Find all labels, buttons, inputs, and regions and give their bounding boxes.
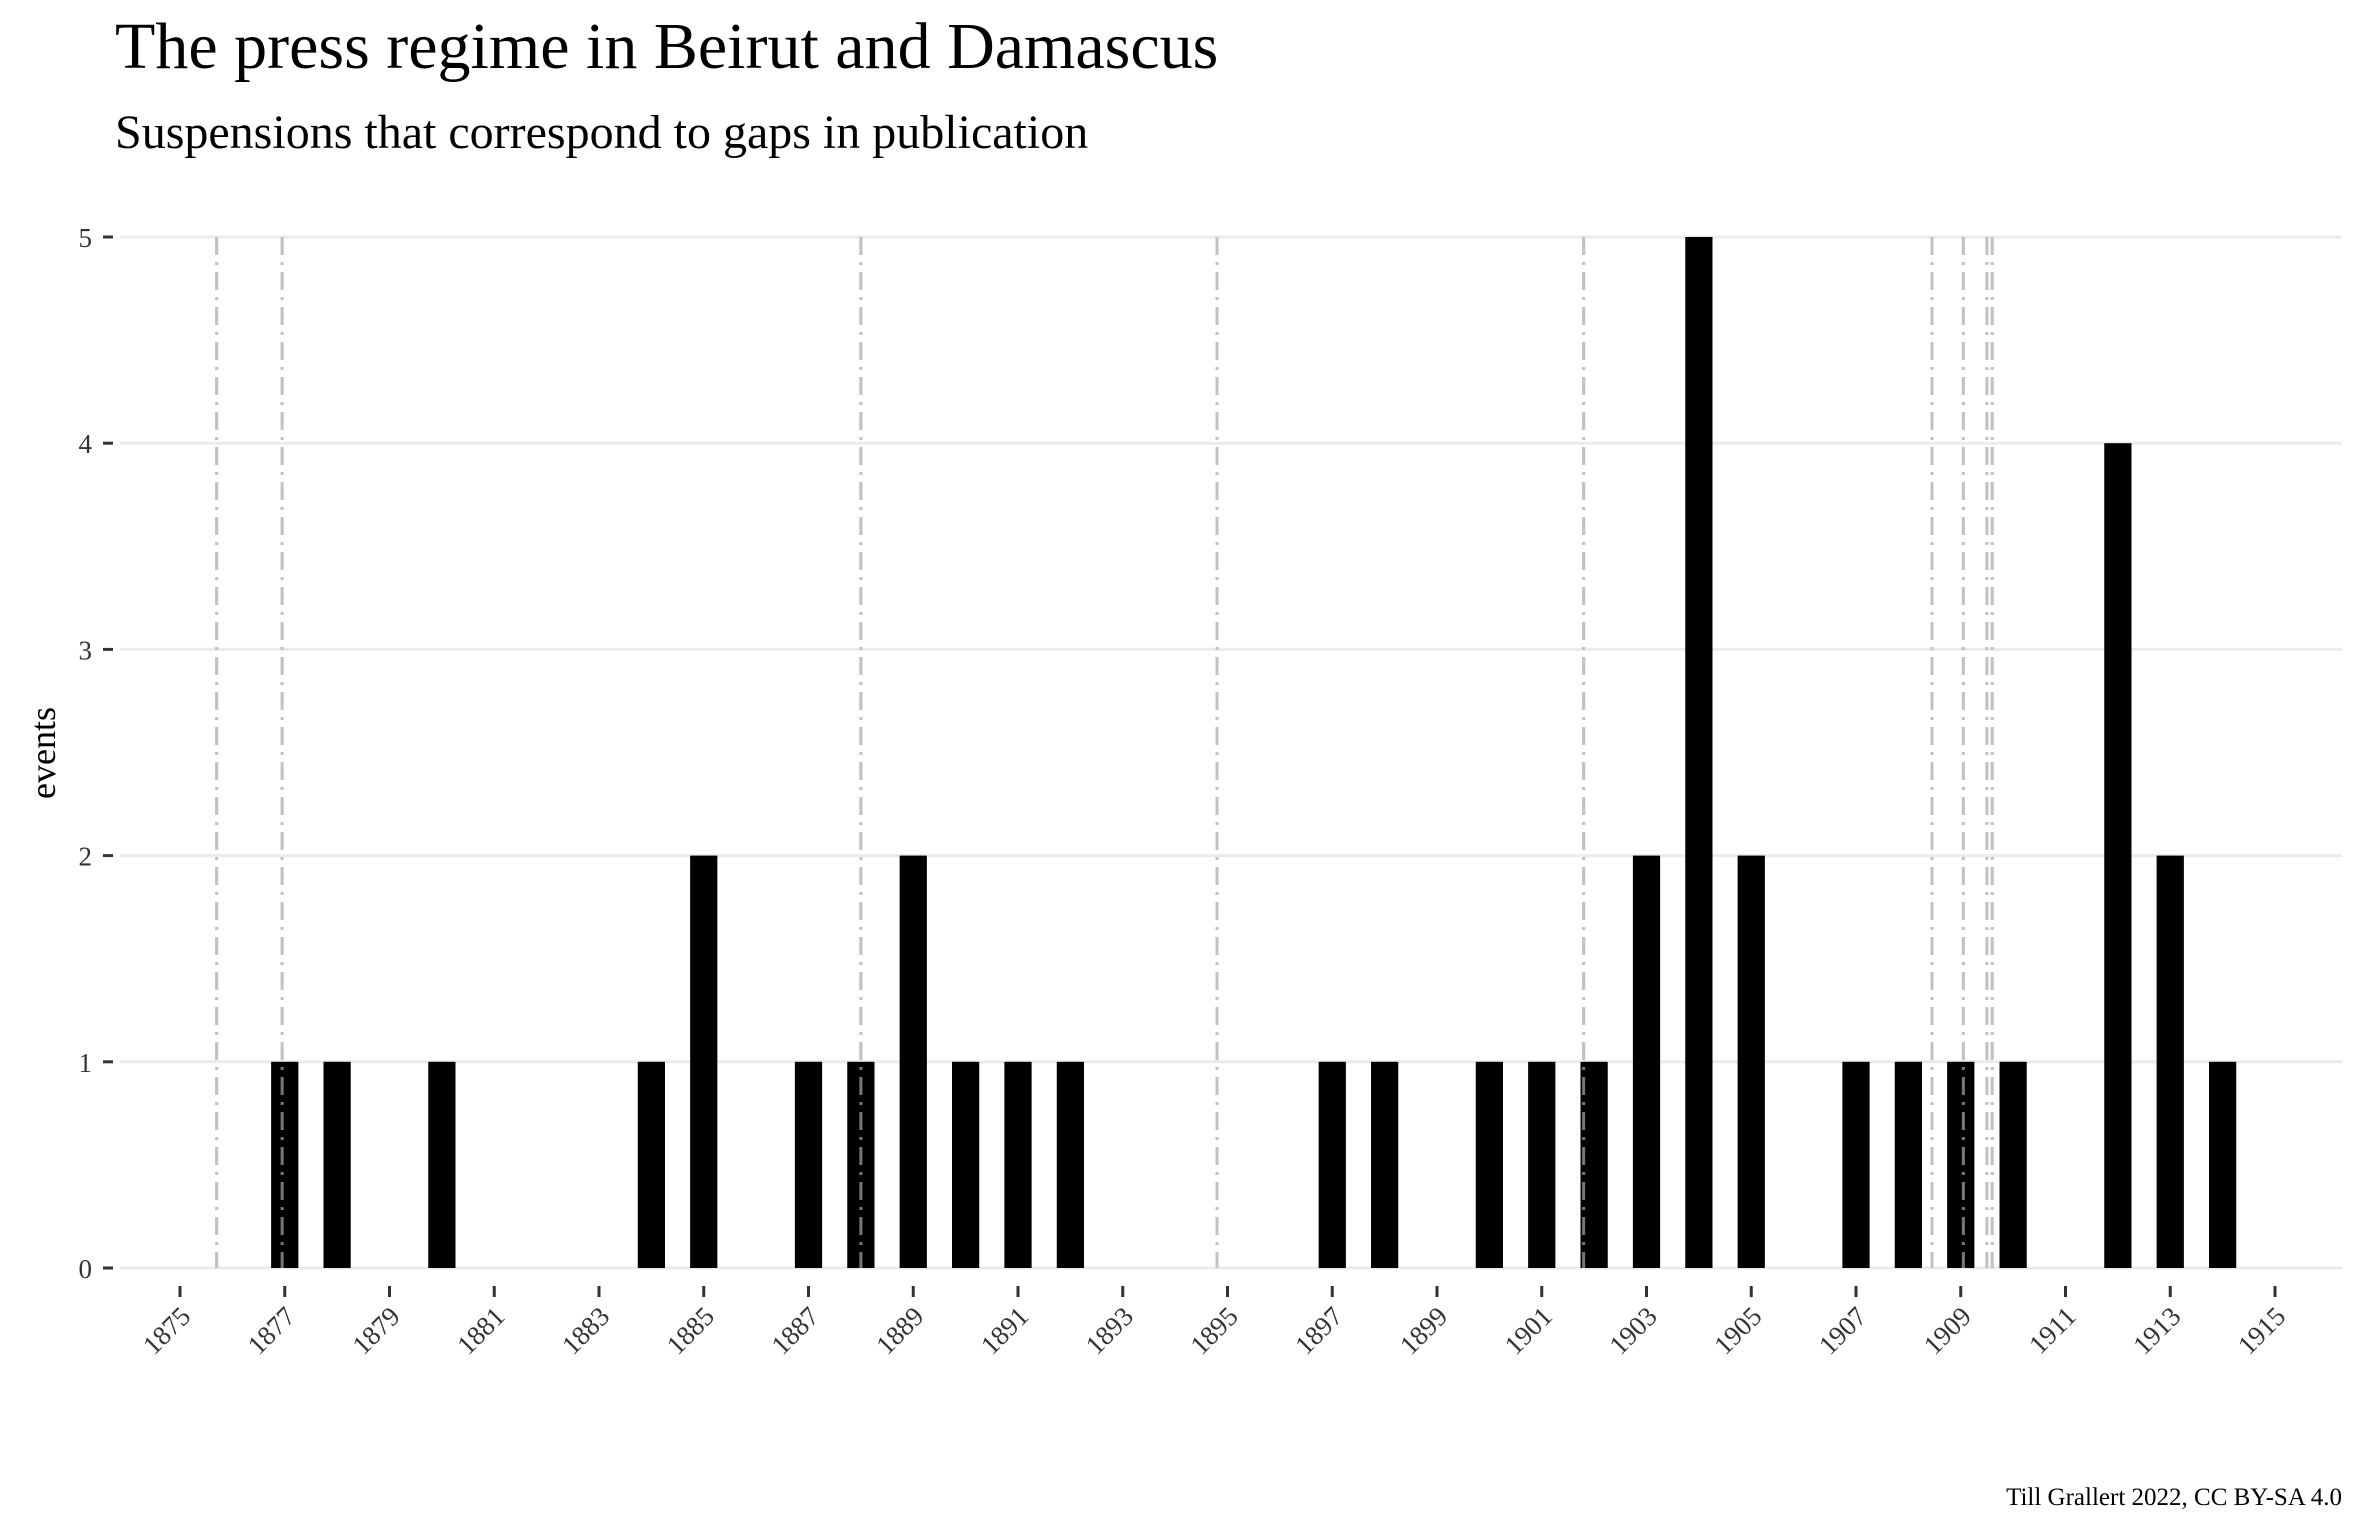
bar (1894, 1061, 1922, 1268)
bar (1318, 1061, 1346, 1268)
bar (899, 855, 927, 1268)
x-tick-label: 1875 (137, 1301, 196, 1360)
x-tick-label: 1905 (1708, 1301, 1767, 1360)
x-tick-label: 1891 (975, 1301, 1034, 1360)
bar (2104, 443, 2132, 1268)
x-tick-label: 1911 (2023, 1301, 2082, 1360)
y-tick-label: 3 (79, 635, 93, 665)
y-tick-label: 0 (79, 1254, 93, 1284)
bar (1004, 1061, 1032, 1268)
x-tick-label: 1899 (1394, 1301, 1453, 1360)
caption: Till Grallert 2022, CC BY-SA 4.0 (2006, 1484, 2342, 1511)
x-tick-label: 1901 (1499, 1301, 1558, 1360)
x-tick-label: 1889 (870, 1301, 929, 1360)
bar (1528, 1061, 1556, 1268)
bar (1999, 1061, 2027, 1268)
bar (637, 1061, 665, 1268)
bar (952, 1061, 980, 1268)
x-tick-label: 1895 (1184, 1301, 1243, 1360)
bar (690, 855, 718, 1268)
x-tick-label: 1915 (2232, 1301, 2291, 1360)
x-tick-label: 1913 (2127, 1301, 2186, 1360)
bars (271, 237, 2237, 1268)
bar (1632, 855, 1661, 1268)
x-tick-label: 1883 (556, 1301, 615, 1360)
x-tick-label: 1881 (451, 1301, 510, 1360)
bar (323, 1061, 351, 1268)
bar (271, 1061, 299, 1268)
bar (428, 1061, 456, 1268)
chart-subtitle: Suspensions that correspond to gaps in p… (115, 106, 1088, 159)
y-tick-label: 2 (79, 842, 93, 872)
x-axis: 1875 1877 1879 1881 1883 1885 1887 1889 1891 1893… (137, 1286, 2291, 1360)
y-tick-label: 5 (79, 223, 93, 253)
x-tick-label: 1877 (242, 1301, 301, 1360)
x-tick-label: 1909 (1918, 1301, 1977, 1360)
bar (1475, 1061, 1503, 1268)
x-tick-label: 1885 (661, 1301, 720, 1360)
y-axis-label: events (23, 707, 63, 799)
y-tick-label: 4 (79, 429, 93, 459)
x-tick-label: 1893 (1080, 1301, 1139, 1360)
bar (1842, 1061, 1870, 1268)
bar (794, 1061, 823, 1268)
bar (1737, 855, 1765, 1268)
x-tick-label: 1903 (1603, 1301, 1662, 1360)
reference-lines (215, 237, 1994, 1268)
x-tick-label: 1887 (765, 1301, 824, 1360)
x-tick-label: 1879 (346, 1301, 405, 1360)
y-axis: 0 1 2 3 4 5 (79, 223, 113, 1284)
y-tick-label: 1 (79, 1048, 93, 1078)
reference-lines-front (215, 237, 1994, 1268)
x-tick-label: 1907 (1813, 1301, 1872, 1360)
bar (1371, 1061, 1399, 1268)
bar (1947, 1061, 1975, 1268)
bar (1056, 1061, 1084, 1268)
bar (2209, 1061, 2237, 1268)
chart-title: The press regime in Beirut and Damascus (115, 10, 1218, 83)
bar (2156, 855, 2184, 1268)
x-tick-label: 1897 (1289, 1301, 1348, 1360)
bar (1685, 237, 1713, 1268)
